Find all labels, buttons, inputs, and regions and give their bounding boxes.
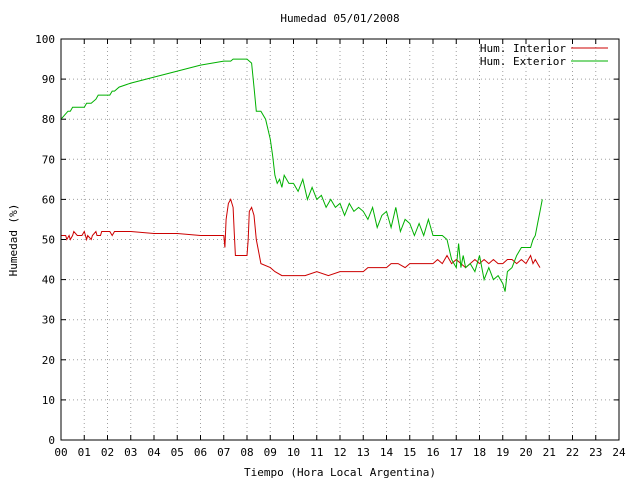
x-tick-label: 05 [171,446,184,459]
x-tick-label: 08 [240,446,253,459]
y-tick-label: 80 [42,113,55,126]
y-tick-label: 10 [42,394,55,407]
y-tick-label: 20 [42,354,55,367]
x-tick-label: 06 [194,446,207,459]
x-tick-label: 22 [566,446,579,459]
grid [61,39,619,440]
x-tick-label: 19 [496,446,509,459]
y-tick-label: 60 [42,193,55,206]
y-tick-label: 90 [42,73,55,86]
x-tick-label: 13 [357,446,370,459]
y-tick-label: 100 [35,33,55,46]
y-tick-label: 70 [42,153,55,166]
x-tick-label: 02 [101,446,114,459]
chart-title: Humedad 05/01/2008 [280,12,399,25]
x-tick-label: 14 [380,446,394,459]
x-tick-label: 18 [473,446,486,459]
x-tick-label: 21 [543,446,556,459]
x-tick-label: 12 [333,446,346,459]
y-tick-label: 50 [42,234,55,247]
x-tick-label: 20 [519,446,532,459]
y-axis-label: Humedad (%) [7,204,20,277]
series-line-interior [61,198,541,277]
x-tick-label: 04 [147,446,161,459]
x-tick-label: 24 [612,446,626,459]
x-tick-label: 01 [78,446,91,459]
x-tick-label: 11 [310,446,323,459]
legend-label: Hum. Exterior [480,55,566,68]
x-axis-label: Tiempo (Hora Local Argentina) [244,466,436,479]
series-lines [60,58,543,292]
x-tick-label: 15 [403,446,416,459]
legend-label: Hum. Interior [480,42,566,55]
x-tick-label: 00 [54,446,67,459]
x-tick-label: 07 [217,446,230,459]
y-tick-label: 30 [42,314,55,327]
x-tick-label: 23 [589,446,602,459]
axes: 0 10 20 30 40 50 60 70 80 90 100 00 01 02 03 04 05 06 07 08… [35,33,626,459]
y-tick-label: 40 [42,274,55,287]
plot-frame [60,38,620,441]
x-tick-label: 10 [287,446,300,459]
series-line-exterior [60,58,543,292]
x-tick-label: 17 [450,446,463,459]
x-tick-label: 16 [426,446,439,459]
y-tick-label: 0 [48,434,55,447]
x-tick-label: 03 [124,446,137,459]
x-tick-label: 09 [264,446,277,459]
